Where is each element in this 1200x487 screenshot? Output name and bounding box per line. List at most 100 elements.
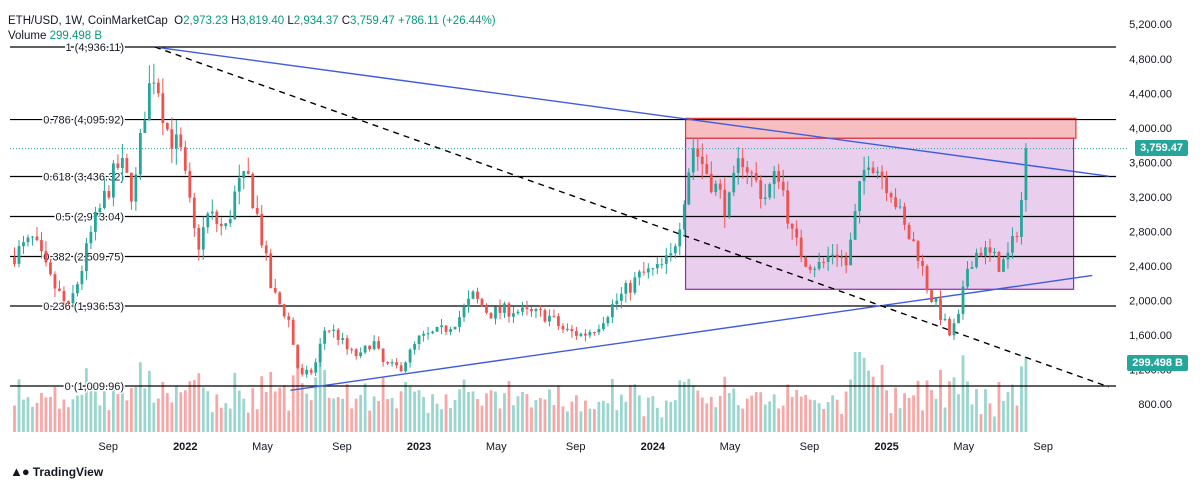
change-value: +786.11 (+26.44%)	[398, 15, 496, 27]
volume-bar	[867, 370, 870, 432]
volume-bar	[912, 395, 915, 432]
candle-body	[453, 326, 457, 330]
candle-body	[705, 164, 709, 174]
candle-body	[597, 329, 601, 333]
volume-bar	[431, 394, 434, 432]
candle-body	[606, 317, 610, 324]
candle-body	[988, 247, 992, 253]
volume-bar	[242, 398, 246, 432]
candle-body	[120, 158, 124, 168]
candle-body	[35, 236, 39, 241]
x-tick-label: May	[720, 441, 741, 453]
candle-body	[71, 293, 75, 304]
candle-body	[485, 305, 488, 313]
candle-body	[777, 171, 781, 182]
candle-body	[363, 345, 367, 353]
volume-bar	[399, 391, 403, 432]
volume-bar	[930, 390, 933, 432]
volume-bar	[1002, 401, 1005, 432]
candle-body	[377, 341, 381, 349]
candle-body	[732, 172, 736, 193]
candle-body	[449, 329, 452, 332]
volume-bar	[76, 395, 79, 432]
x-tick-label: 2023	[407, 441, 431, 453]
candle-body	[255, 207, 259, 214]
volume-bar	[170, 402, 174, 432]
open-value: 2,973.23	[183, 15, 228, 27]
candle-body	[795, 228, 799, 238]
candle-body	[417, 335, 421, 345]
volume-bar	[381, 376, 385, 432]
candle-body	[543, 310, 547, 322]
candle-body	[98, 208, 102, 213]
volume-bar	[584, 400, 587, 432]
volume-bar	[795, 389, 799, 432]
candle-body	[813, 268, 817, 270]
volume-bar	[192, 380, 196, 432]
candle-body	[984, 247, 987, 256]
volume-bar	[799, 396, 803, 432]
volume-bar	[413, 391, 416, 432]
candle-body	[62, 290, 66, 301]
volume-bar	[206, 391, 210, 432]
candle-body	[934, 298, 938, 302]
volume-bar	[1006, 391, 1010, 432]
volume-bar	[750, 395, 754, 432]
candle-body	[889, 193, 893, 198]
candle-body	[673, 246, 677, 254]
volume-bar	[862, 357, 866, 432]
candle-body	[579, 333, 583, 336]
candle-body	[687, 172, 691, 205]
candle-body	[808, 266, 812, 270]
candle-body	[134, 174, 138, 202]
x-tick-label: Sep	[98, 441, 118, 453]
candle-body	[44, 251, 48, 263]
volume-bar	[404, 382, 407, 432]
y-tick-label: 4,000.00	[1129, 123, 1172, 135]
candle-body	[534, 309, 538, 312]
volume-bar	[844, 391, 848, 432]
candle-body	[952, 323, 956, 336]
candle-body	[161, 93, 165, 124]
volume-bar	[300, 383, 304, 432]
volume-bar	[210, 412, 214, 432]
volume-bar	[71, 399, 75, 432]
candle-body	[386, 362, 389, 364]
volume-bar	[476, 399, 479, 432]
candle-body	[1006, 252, 1010, 260]
candle-body	[422, 333, 425, 336]
volume-bar	[323, 370, 327, 432]
candle-body	[440, 325, 443, 327]
candle-body	[336, 329, 340, 340]
volume-bar	[26, 397, 30, 432]
volume-bar	[251, 388, 255, 432]
volume-bar	[979, 414, 983, 432]
volume-bar	[552, 405, 556, 432]
volume-bar	[682, 381, 686, 432]
volume-bar	[700, 397, 704, 432]
candle-body	[633, 277, 637, 293]
volume-bar	[228, 408, 232, 432]
volume-bar	[957, 394, 960, 432]
candle-body	[826, 256, 830, 262]
volume-bar	[723, 376, 727, 432]
low-value: 2,934.37	[293, 15, 339, 27]
volume-bar	[718, 395, 722, 432]
volume-bar	[458, 389, 461, 432]
candle-body	[17, 246, 21, 264]
volume-bar	[516, 396, 520, 432]
fib-label: 0.618 (3,436.32)	[43, 171, 124, 183]
candle-body	[858, 181, 862, 212]
tradingview-logo[interactable]: ▲● TradingView	[10, 464, 103, 479]
volume-bar	[417, 390, 421, 432]
candle-body	[970, 267, 974, 269]
candle-body	[678, 229, 682, 247]
volume-bar	[894, 387, 897, 432]
volume-bar	[341, 398, 345, 432]
candle-body	[916, 241, 920, 261]
volume-bar	[485, 393, 488, 432]
candle-body	[228, 219, 232, 224]
volume-bar	[22, 399, 25, 432]
volume-bar	[85, 368, 88, 432]
